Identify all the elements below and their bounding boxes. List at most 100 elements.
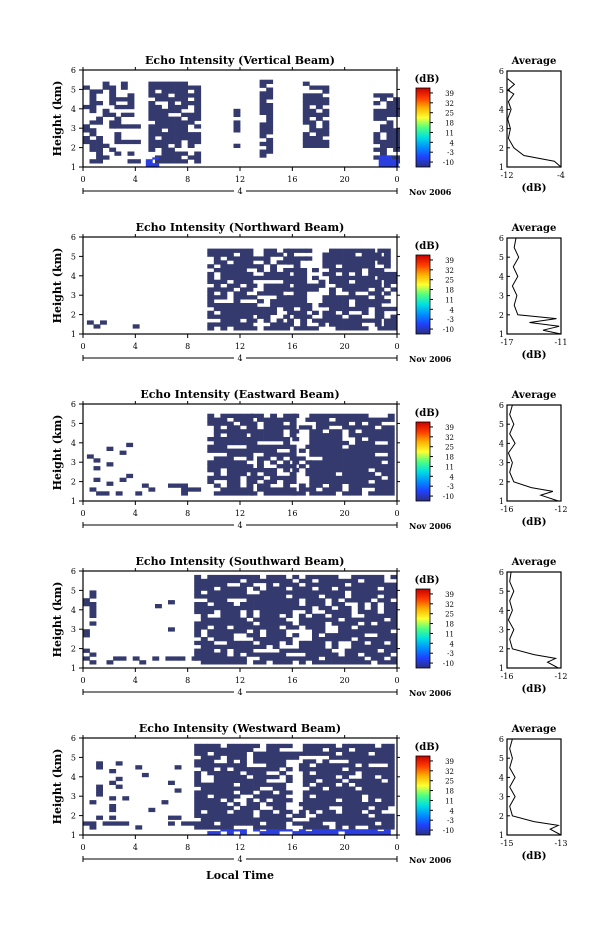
y-tick-label: 2 — [71, 311, 76, 320]
heatmap-cell — [387, 444, 395, 449]
heatmap-cell — [348, 786, 356, 791]
heatmap-cell — [380, 124, 387, 129]
y-tick-label: 2 — [71, 645, 76, 654]
heatmap-cell — [390, 586, 398, 591]
heatmap-cell — [285, 621, 293, 626]
heatmap-cell — [200, 747, 208, 752]
heatmap-cell — [161, 112, 169, 117]
heatmap-cell — [357, 644, 365, 649]
heatmap-cell — [298, 640, 306, 646]
heatmap-cell — [276, 425, 284, 430]
heatmap-cell — [335, 755, 343, 760]
heatmap-cell — [342, 771, 349, 776]
heatmap-cell — [259, 625, 267, 630]
heatmap-cell — [220, 617, 228, 622]
heatmap-cell — [302, 825, 310, 830]
heatmap-cell — [338, 609, 345, 615]
heatmap-cell — [374, 460, 382, 465]
heatmap-cell — [233, 821, 241, 826]
heatmap-cell — [266, 813, 274, 818]
heatmap-cell — [302, 763, 310, 768]
heatmap-cell-strong — [240, 831, 247, 836]
heatmap-cell — [309, 460, 317, 465]
heatmap-cell — [335, 821, 343, 826]
heatmap-cell — [174, 97, 182, 102]
heatmap-cell — [361, 306, 369, 312]
heatmap-cell — [335, 326, 343, 331]
heatmap-cell — [364, 574, 372, 580]
x-tick-label: 8 — [185, 175, 190, 184]
heatmap-cell — [318, 602, 326, 607]
heatmap-cell — [287, 303, 294, 308]
heatmap-cell — [233, 594, 241, 599]
heatmap-cell — [194, 159, 202, 164]
heatmap-cell — [220, 271, 228, 277]
heatmap-cell — [253, 767, 260, 772]
heatmap-cell — [263, 318, 271, 323]
heatmap-cell — [368, 767, 376, 772]
heatmap-cell — [259, 91, 267, 96]
heatmap-cell — [329, 310, 336, 315]
heatmap-cell — [287, 252, 294, 257]
profile-y-tick-label: 1 — [499, 664, 504, 673]
heatmap-cell — [325, 660, 332, 665]
heatmap-cell — [383, 648, 391, 653]
heatmap-cell — [181, 104, 188, 110]
colorbar-tick-label: 32 — [445, 601, 454, 609]
heatmap-cell — [233, 471, 241, 477]
heatmap-cell — [279, 802, 287, 807]
heatmap-cell — [226, 629, 234, 634]
heatmap-cell — [283, 260, 291, 265]
heatmap-cell — [155, 139, 162, 145]
heatmap-cell — [194, 590, 202, 595]
heatmap-cell — [368, 440, 376, 446]
heatmap-cell — [309, 487, 317, 492]
heatmap-cell — [102, 143, 110, 148]
profile-line — [507, 571, 559, 669]
heatmap-cell — [331, 602, 339, 607]
heatmap-cell — [322, 771, 330, 776]
heatmap-cell — [226, 413, 234, 418]
heatmap-cell — [315, 468, 323, 473]
heatmap-cell — [194, 805, 202, 811]
heatmap-cell — [220, 268, 228, 273]
heatmap-cell — [342, 303, 349, 308]
heatmap-cell — [220, 464, 228, 469]
heatmap-cell — [259, 755, 267, 760]
heatmap-cell — [329, 468, 336, 473]
heatmap-cell — [335, 460, 343, 465]
heatmap-cell — [387, 778, 395, 783]
heatmap-cell — [279, 825, 287, 830]
heatmap-cell — [135, 825, 143, 830]
y-tick-label: 5 — [71, 586, 76, 595]
heatmap-cell — [257, 268, 264, 273]
heatmap-cell — [302, 139, 310, 145]
heatmap-cell — [194, 93, 202, 98]
heatmap-cell — [207, 743, 215, 749]
heatmap-cell — [364, 586, 372, 591]
heatmap-cell — [285, 656, 293, 661]
heatmap-cell — [383, 598, 391, 603]
heatmap-cell — [240, 617, 247, 622]
x-tick-label: 8 — [185, 509, 190, 518]
heatmap-cell — [383, 629, 391, 634]
heatmap-cell — [348, 487, 356, 492]
heatmap-cell — [89, 594, 97, 599]
heatmap-cell — [253, 751, 260, 756]
profile-y-tick-label: 5 — [499, 420, 504, 429]
heatmap-cell — [338, 656, 345, 661]
heatmap-cell — [187, 85, 195, 90]
heatmap-cell — [287, 260, 294, 265]
heatmap-cell — [285, 798, 293, 803]
profile-x-tick-label: -16 — [501, 672, 514, 681]
heatmap-cell — [355, 248, 362, 253]
heatmap-cell — [315, 483, 323, 488]
heatmap-cell — [329, 295, 336, 300]
heatmap-cell — [194, 743, 202, 749]
heatmap-cell — [315, 452, 323, 457]
heatmap-cell — [207, 444, 215, 449]
y-tick-label: 1 — [71, 163, 76, 172]
heatmap-cell — [213, 256, 221, 261]
heatmap-cell — [207, 303, 215, 308]
heatmap-cell — [302, 790, 310, 795]
